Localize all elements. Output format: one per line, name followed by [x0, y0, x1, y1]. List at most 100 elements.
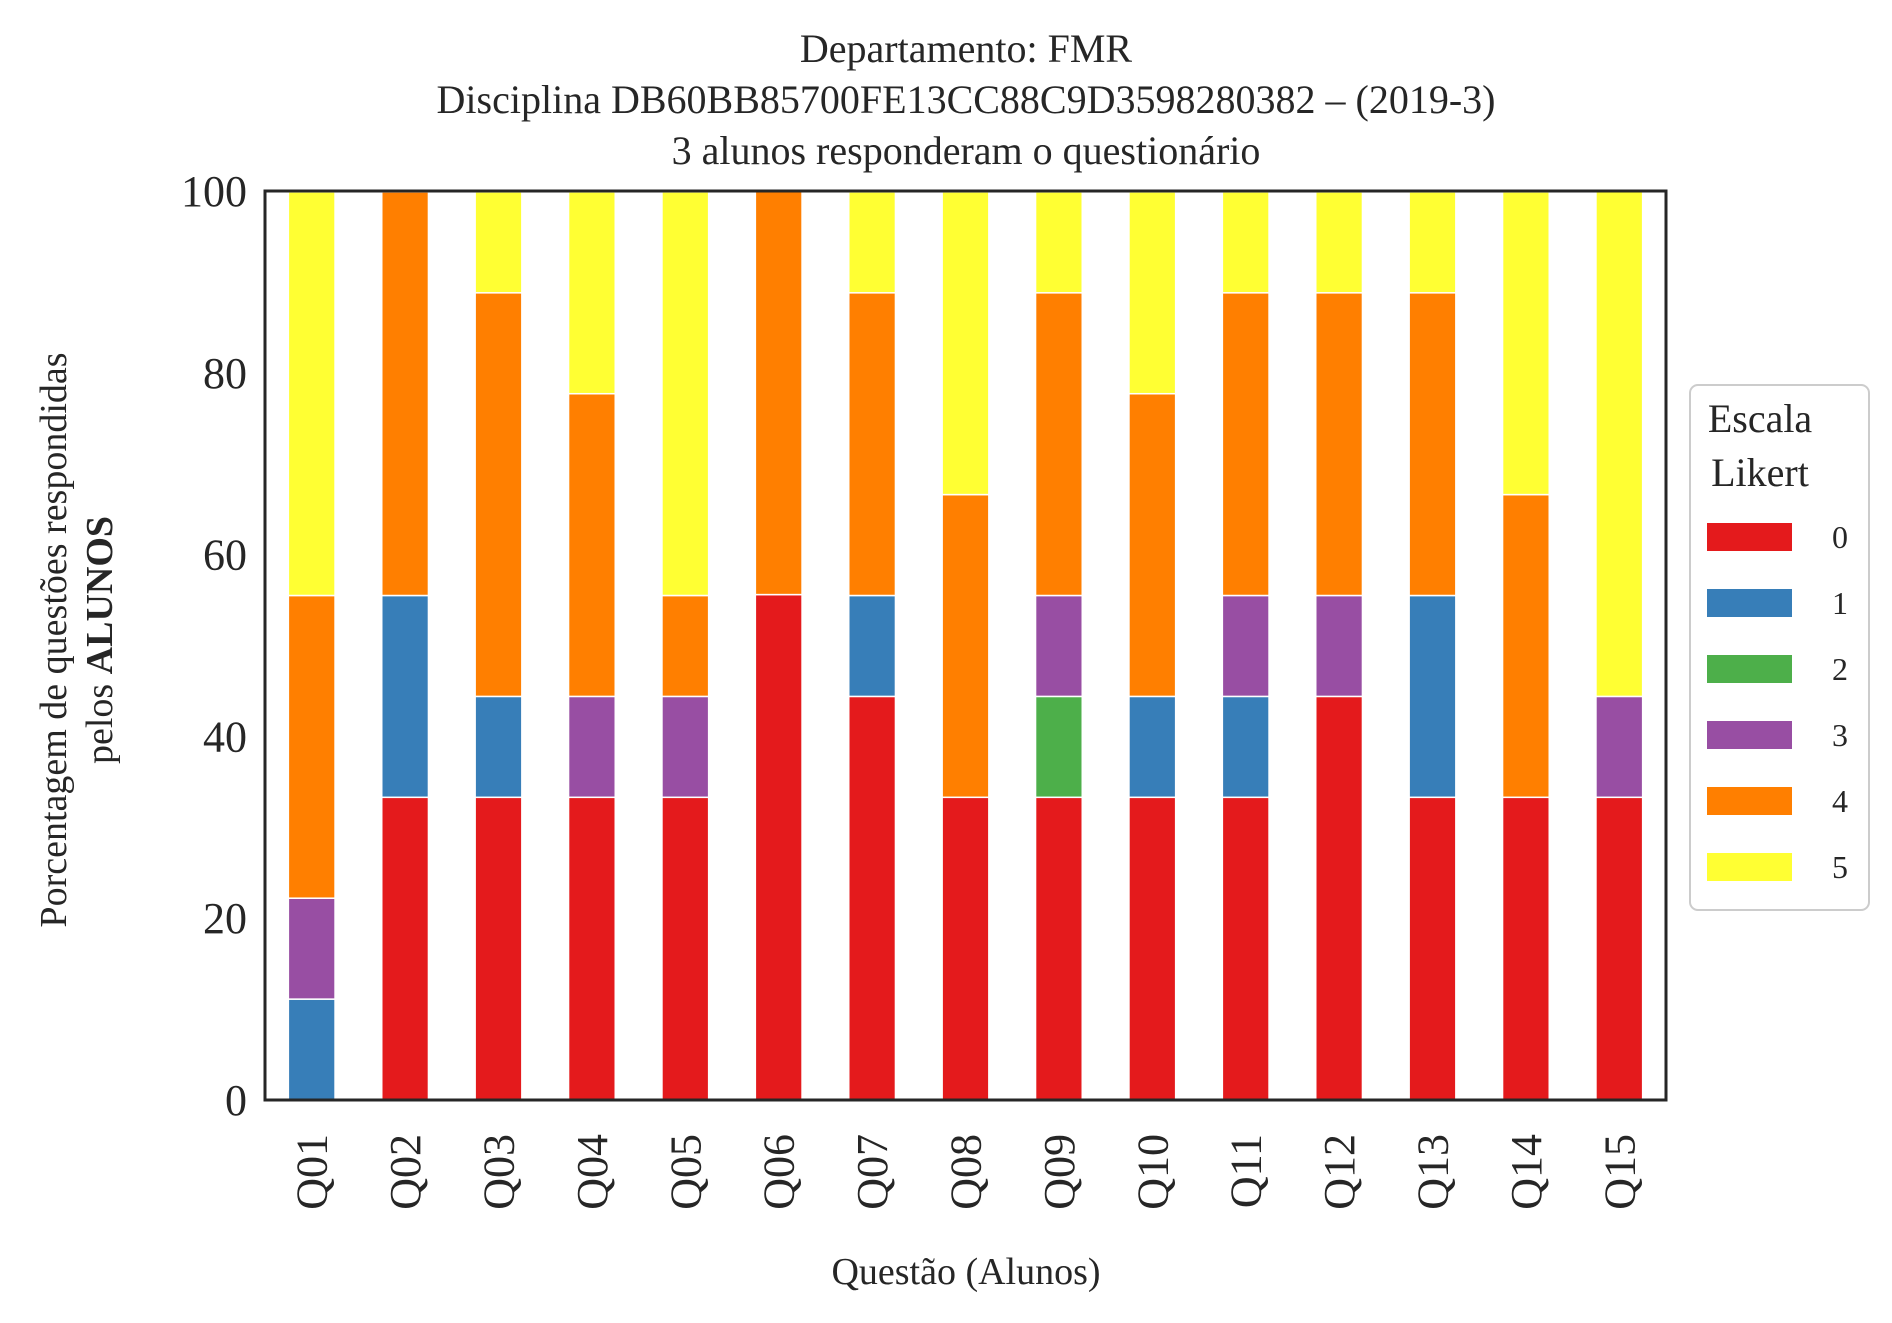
bar-Q04-scale-3 — [567, 695, 616, 799]
y-tick-label: 40 — [203, 712, 247, 761]
bar-Q14-scale-5 — [1501, 191, 1551, 496]
bar-Q01-scale-5 — [287, 191, 336, 597]
bar-Q04-scale-0 — [567, 796, 616, 1101]
title-line-1: Departamento: FMR — [800, 26, 1132, 71]
x-tick-label-Q14: Q14 — [1502, 1134, 1551, 1210]
bar-Q08-scale-4 — [941, 493, 990, 799]
bar-Q10-scale-1 — [1128, 695, 1177, 799]
x-ticks-group: Q01 Q02 Q03 Q04 Q05 Q06 Q07 Q08 Q09 Q10 Q11 Q12 Q13 Q… — [288, 1134, 1645, 1210]
bar-Q08-scale-5 — [941, 191, 990, 496]
bar-Q11-scale-0 — [1221, 796, 1270, 1101]
y-axis-label: Porcentagem de questões respondidas pelo… — [33, 352, 121, 927]
bar-Q13-scale-5 — [1408, 191, 1457, 294]
legend-label-4: 4 — [1832, 783, 1848, 819]
x-tick-label-Q02: Q02 — [381, 1134, 430, 1210]
legend-swatch-1 — [1707, 589, 1792, 617]
legend-label-3: 3 — [1832, 717, 1848, 753]
legend-items: 0 1 2 3 4 5 — [1707, 519, 1848, 885]
legend-box — [1689, 384, 1870, 911]
bar-Q02-scale-4 — [381, 191, 430, 597]
chart-title: Departamento: FMR Disciplina DB60BB85700… — [437, 26, 1496, 173]
x-tick-label-Q15: Q15 — [1595, 1134, 1644, 1210]
x-tick-label-Q01: Q01 — [288, 1134, 337, 1210]
bar-Q02-scale-0 — [381, 796, 430, 1101]
bars-group — [287, 190, 1644, 1101]
bar-Q01-scale-3 — [287, 897, 336, 1000]
legend-label-1: 1 — [1832, 585, 1848, 621]
x-tick-label-Q06: Q06 — [755, 1134, 804, 1210]
bar-Q11-scale-4 — [1221, 292, 1270, 597]
bar-Q11-scale-3 — [1221, 594, 1270, 698]
plot-frame — [263, 189, 1668, 1102]
bar-Q03-scale-4 — [474, 292, 523, 698]
bar-Q01-scale-4 — [287, 594, 336, 899]
y-tick-label: 100 — [181, 167, 247, 216]
bar-Q05-scale-4 — [661, 594, 710, 698]
legend-label-2: 2 — [1832, 651, 1848, 687]
y-axis-label-prefix: pelos — [79, 674, 121, 764]
x-tick-label-Q11: Q11 — [1222, 1134, 1271, 1208]
y-axis-label-bold: ALUNOS — [79, 516, 121, 674]
x-tick-label-Q05: Q05 — [661, 1134, 710, 1210]
bar-Q06-scale-0 — [754, 593, 803, 1101]
bar-Q14-scale-0 — [1501, 796, 1551, 1101]
bar-Q09-scale-0 — [1034, 796, 1084, 1101]
legend-swatch-2 — [1707, 655, 1792, 683]
bar-Q04-scale-4 — [567, 392, 616, 698]
legend-title-line-2: Likert — [1711, 450, 1809, 495]
bar-Q08-scale-0 — [941, 796, 990, 1101]
bar-Q02-scale-1 — [381, 594, 430, 799]
title-line-3: 3 alunos responderam o questionário — [672, 128, 1261, 173]
bar-Q12-scale-0 — [1315, 695, 1364, 1101]
bar-Q13-scale-4 — [1408, 292, 1457, 597]
bar-Q10-scale-4 — [1128, 392, 1177, 698]
bar-Q12-scale-5 — [1315, 191, 1364, 294]
bar-Q07-scale-0 — [848, 695, 897, 1101]
x-tick-label-Q08: Q08 — [942, 1134, 991, 1210]
bar-Q03-scale-5 — [474, 191, 523, 294]
y-ticks-group: 0 20 40 60 80 100 — [181, 167, 247, 1125]
bar-Q09-scale-4 — [1034, 292, 1084, 597]
legend-swatch-0 — [1707, 523, 1792, 551]
legend-label-0: 0 — [1832, 519, 1848, 555]
bar-Q11-scale-5 — [1221, 191, 1270, 294]
bar-Q05-scale-3 — [661, 695, 710, 799]
bar-Q03-scale-1 — [474, 695, 523, 799]
x-tick-label-Q07: Q07 — [848, 1134, 897, 1210]
bar-Q07-scale-5 — [848, 191, 897, 294]
y-tick-label: 0 — [225, 1076, 247, 1125]
bar-Q07-scale-4 — [848, 292, 897, 597]
legend-title-line-1: Escala — [1708, 396, 1813, 441]
bar-Q14-scale-4 — [1501, 493, 1551, 799]
bar-Q03-scale-0 — [474, 796, 523, 1101]
y-tick-label: 20 — [203, 894, 247, 943]
bar-Q01-scale-1 — [287, 998, 336, 1101]
bar-Q09-scale-3 — [1034, 594, 1084, 698]
y-axis-label-line-2: pelos ALUNOS — [79, 516, 121, 764]
legend-swatch-4 — [1707, 787, 1792, 815]
x-tick-label-Q03: Q03 — [475, 1134, 524, 1210]
bar-Q10-scale-5 — [1128, 191, 1177, 395]
bar-Q13-scale-1 — [1408, 594, 1457, 799]
x-tick-label-Q13: Q13 — [1409, 1134, 1458, 1210]
bar-Q13-scale-0 — [1408, 796, 1457, 1101]
legend-swatch-3 — [1707, 721, 1792, 749]
legend-swatch-5 — [1707, 853, 1792, 881]
bar-Q07-scale-1 — [848, 594, 897, 698]
legend: Escala Likert 0 1 2 3 4 5 — [1689, 384, 1870, 911]
x-tick-label-Q09: Q09 — [1035, 1134, 1084, 1210]
bar-Q06-scale-4 — [754, 190, 803, 596]
bar-Q12-scale-3 — [1315, 594, 1364, 698]
x-axis-label: Questão (Alunos) — [831, 1251, 1100, 1293]
bar-Q11-scale-1 — [1221, 695, 1270, 799]
bar-Q05-scale-0 — [661, 796, 710, 1101]
y-tick-label: 80 — [203, 349, 247, 398]
bar-Q09-scale-2 — [1034, 695, 1084, 799]
bar-Q10-scale-0 — [1128, 796, 1177, 1101]
legend-label-5: 5 — [1832, 849, 1848, 885]
bar-Q15-scale-5 — [1595, 190, 1644, 698]
title-line-2: Disciplina DB60BB85700FE13CC88C9D3598280… — [437, 77, 1496, 122]
x-tick-label-Q12: Q12 — [1315, 1134, 1364, 1210]
bar-Q15-scale-3 — [1595, 695, 1644, 799]
